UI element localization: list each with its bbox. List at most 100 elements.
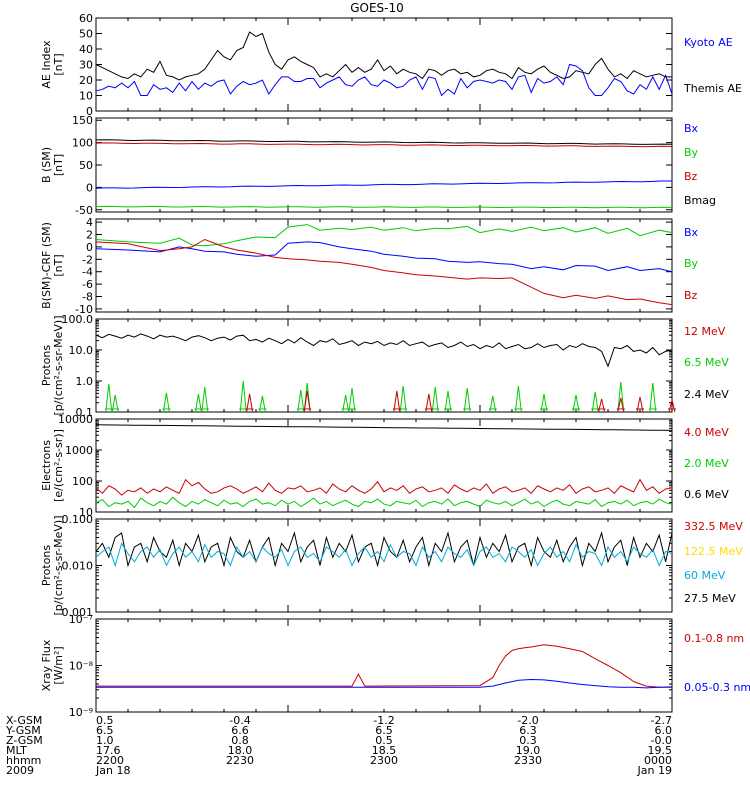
y-axis-label-line: [p/(cm²-s-sr-MeV)] [52, 316, 65, 416]
y-tick-label: 10000 [58, 413, 93, 426]
ephemeris-value: Jan 18 [95, 764, 130, 777]
y-tick-label: 100 [72, 475, 93, 488]
y-tick-label: 1.0 [76, 375, 94, 388]
spike-mark [489, 395, 497, 413]
ephemeris-value: 19.5 [648, 744, 673, 757]
ephemeris-row-label: Y-GSM [5, 724, 41, 737]
y-tick-label: 0.001 [62, 606, 94, 619]
y-axis-label-line: [nT] [52, 53, 65, 75]
legend-label: 122.5 MeV [684, 545, 743, 558]
spike-mark [572, 394, 580, 413]
y-tick-label: 100.0 [62, 313, 94, 326]
ephemeris-value: 2230 [226, 754, 254, 767]
figure-title: GOES-10 [350, 1, 404, 15]
y-tick-label: 0.100 [62, 513, 94, 526]
y-tick-label: 10⁻⁷ [69, 613, 93, 626]
y-axis-label: B(SM)-CRF (SM)[nT] [40, 222, 65, 309]
spike-mark [194, 393, 202, 413]
series-line [95, 139, 673, 145]
legend-label: By [684, 146, 699, 159]
series-line [95, 31, 672, 81]
spike-mark [239, 380, 247, 413]
spike-mark [342, 394, 350, 413]
series-line [95, 424, 673, 431]
series-line [95, 238, 673, 306]
y-axis-label: Xray Flux[W/m²] [40, 639, 65, 691]
ephemeris-value: 6.5 [96, 724, 114, 737]
y-tick-label: -50 [75, 204, 93, 217]
y-tick-label: 10⁻⁸ [69, 660, 94, 673]
y-tick-label: -8 [82, 291, 93, 304]
y-tick-label: 0.010 [62, 560, 94, 573]
spike-mark [540, 393, 548, 413]
legend-label: Kyoto AE [684, 36, 733, 49]
y-axis-label-line: [W/m²] [52, 646, 65, 684]
ephemeris-value: 6.5 [375, 724, 393, 737]
spike-mark [399, 385, 407, 413]
ephemeris-table: X-GSM 0.5 -0.4 -1.2 -2.0 -2.7 Y-GSM 6.5 6.6 6.5 6.… [5, 714, 672, 777]
panel-5: 10 100 1000 10000 Electrons[e/(cm²-s-sr)] 4.0… [40, 413, 729, 519]
y-tick-label: 50 [79, 28, 93, 41]
ephemeris-value: Jan 19 [637, 764, 672, 777]
y-axis-label-line: B (SM) [40, 147, 53, 183]
y-tick-label: 0.1 [76, 406, 94, 419]
ephemeris-value: 2300 [370, 754, 398, 767]
y-tick-label: 60 [79, 12, 93, 25]
ephemeris-value: -2.0 [517, 714, 538, 727]
legend-label: Bx [684, 122, 699, 135]
y-axis-label-line: [nT] [52, 254, 65, 276]
y-tick-label: -4 [82, 266, 93, 279]
ephemeris-value: 2200 [96, 754, 124, 767]
y-axis-label-line: [nT] [52, 154, 65, 176]
ephemeris-value: 6.6 [231, 724, 249, 737]
y-axis-label: B (SM)[nT] [40, 147, 65, 183]
ephemeris-value: 2330 [514, 754, 542, 767]
ephemeris-value: 6.3 [519, 724, 537, 737]
series-line [95, 333, 673, 368]
legend-label: 60 MeV [684, 569, 726, 582]
y-tick-label: 2 [86, 229, 93, 242]
ephemeris-value: 1.0 [96, 734, 114, 747]
y-tick-label: -10 [75, 303, 93, 316]
spike-mark [649, 382, 657, 413]
ephemeris-row-label: 2009 [6, 764, 34, 777]
spike-mark [246, 393, 254, 413]
y-tick-label: 0 [86, 105, 93, 118]
panel-frame [95, 318, 673, 413]
panel-frame [95, 418, 673, 513]
y-axis-label-line: Protons [40, 345, 53, 386]
y-tick-label: 10⁻⁹ [69, 706, 93, 719]
legend-label: 2.0 MeV [684, 457, 729, 470]
ephemeris-value: 6.0 [655, 724, 673, 737]
y-tick-label: 100 [72, 137, 93, 150]
ephemeris-value: 18.5 [372, 744, 397, 757]
spike-mark [258, 395, 266, 413]
legend-label: Bz [684, 170, 698, 183]
y-axis-label: AE Index[nT] [40, 40, 65, 89]
legend-label: 332.5 MeV [684, 520, 743, 533]
y-tick-label: 10.0 [69, 344, 94, 357]
series-line [95, 142, 673, 148]
ephemeris-value: -0.4 [229, 714, 250, 727]
legend-label: Themis AE [683, 82, 742, 95]
legend-label: 2.4 MeV [684, 388, 729, 401]
y-axis-label: Protons[p/(cm²-s-sr-MeV)] [40, 516, 65, 616]
legend-label: 4.0 MeV [684, 426, 729, 439]
y-tick-label: 4 [86, 216, 93, 229]
ephemeris-row-label: Z-GSM [6, 734, 43, 747]
spike-mark [348, 387, 356, 413]
ephemeris-value: -1.2 [373, 714, 394, 727]
series-line [95, 63, 673, 97]
spike-mark [297, 389, 305, 413]
series-line [95, 180, 672, 189]
y-tick-label: 0 [86, 241, 93, 254]
spike-mark [444, 390, 452, 413]
ephemeris-value: 0.8 [231, 734, 249, 747]
spike-mark [636, 396, 644, 413]
panel-2: -50 0 50 100 150 B (SM)[nT] Bx By Bz Bmag [40, 114, 716, 217]
spike-mark [668, 399, 676, 413]
legend-label: 0.05-0.3 nm [684, 681, 750, 694]
